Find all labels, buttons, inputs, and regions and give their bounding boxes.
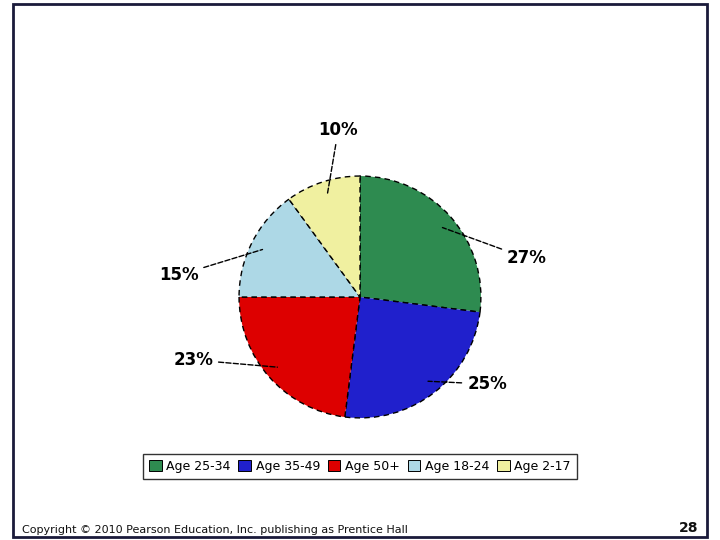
Wedge shape [289,176,360,297]
Wedge shape [239,199,360,297]
Text: 23%: 23% [173,351,277,369]
Text: Copyright © 2010 Pearson Education, Inc. publishing as Prentice Hall: Copyright © 2010 Pearson Education, Inc.… [22,524,408,535]
Text: 15%: 15% [158,249,263,284]
Text: 25%: 25% [428,375,507,393]
Text: 10%: 10% [318,121,358,193]
Wedge shape [345,297,480,418]
Text: By Age Group: By Age Group [291,99,429,117]
Text: 28: 28 [679,521,698,535]
Text: 27%: 27% [443,227,547,267]
Wedge shape [360,176,481,312]
Wedge shape [239,297,360,417]
Legend: Age 25-34, Age 35-49, Age 50+, Age 18-24, Age 2-17: Age 25-34, Age 35-49, Age 50+, Age 18-24… [143,454,577,479]
Text: Percentage of Time Spent Online: Percentage of Time Spent Online [23,39,697,73]
